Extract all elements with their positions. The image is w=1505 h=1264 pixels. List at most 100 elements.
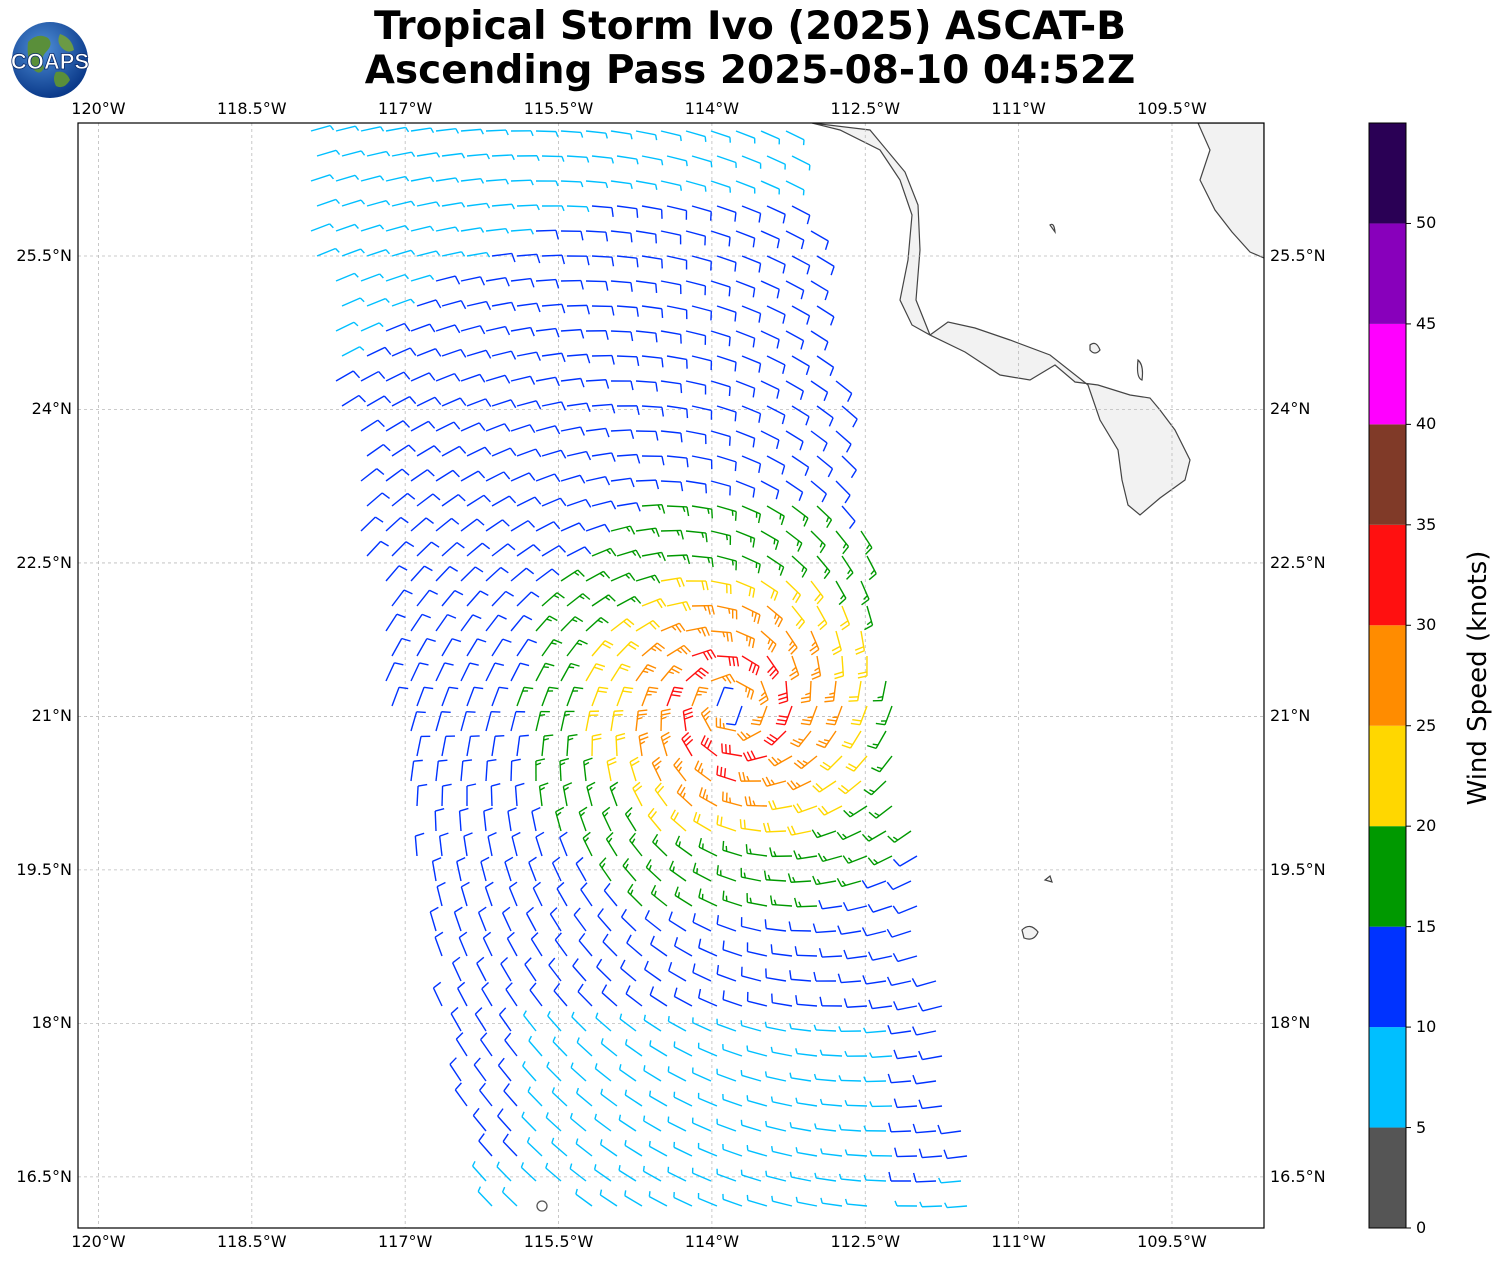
wind-barb — [485, 758, 497, 782]
wind-barb — [360, 468, 385, 482]
wind-barb — [625, 985, 643, 1007]
wind-barb — [416, 348, 442, 357]
lat-tick-left-5: 24°N — [31, 399, 72, 419]
wind-barb — [722, 1193, 743, 1207]
wind-barb — [616, 205, 639, 218]
wind-barb — [842, 855, 868, 864]
wind-barb — [652, 833, 668, 857]
wind-barb — [812, 875, 837, 886]
wind-barb — [566, 593, 591, 607]
wind-barb — [886, 928, 912, 938]
wind-barb — [310, 174, 335, 182]
wind-barb — [919, 1201, 943, 1208]
wind-barb — [770, 1046, 793, 1057]
lat-tick-left-1: 18°N — [31, 1013, 72, 1033]
wind-barb — [863, 780, 887, 796]
wind-barb — [816, 455, 834, 478]
chart-title: Tropical Storm Ivo (2025) ASCAT-B — [374, 4, 1126, 49]
wind-barb — [635, 180, 658, 190]
lon-tick-bottom-7: 109.5°W — [1137, 1232, 1207, 1251]
wind-barb — [635, 479, 660, 490]
wind-barb — [535, 831, 545, 857]
wind-barb — [410, 613, 431, 632]
lon-tick-top-4: 114°W — [684, 99, 740, 118]
wind-barb — [918, 1148, 943, 1159]
wind-barb — [746, 893, 768, 907]
wind-barb — [435, 421, 461, 432]
wind-barb — [610, 380, 634, 391]
wind-barb — [335, 125, 360, 132]
wind-barb — [848, 680, 862, 702]
wind-barb — [535, 130, 559, 137]
wind-barb — [466, 590, 489, 607]
wind-barb — [912, 1123, 937, 1134]
wind-barb — [569, 1112, 587, 1132]
wind-barb — [594, 1063, 612, 1082]
wind-barb — [435, 324, 461, 334]
wind-barb — [575, 1188, 593, 1207]
wind-barb — [541, 303, 566, 314]
wind-barb — [685, 230, 707, 246]
wind-barb — [697, 1142, 718, 1157]
wind-barb — [793, 850, 818, 860]
wind-barb — [525, 906, 537, 932]
wind-barb — [660, 577, 685, 588]
wind-barb — [310, 223, 334, 232]
wind-barb — [491, 252, 516, 263]
wind-barb — [638, 732, 649, 757]
wind-barb — [616, 405, 640, 416]
wind-barb — [591, 205, 614, 217]
wind-barb — [341, 150, 366, 157]
wind-barb — [760, 480, 780, 500]
wind-barb — [504, 856, 514, 882]
wind-barb — [810, 230, 829, 251]
wind-barb — [416, 735, 431, 757]
wind-barb — [551, 1137, 568, 1157]
wind-barb — [790, 730, 812, 748]
wind-barb — [551, 1087, 568, 1107]
wind-barb — [485, 325, 511, 336]
wind-barb — [441, 589, 464, 607]
wind-barb — [366, 346, 392, 357]
wind-barb — [850, 705, 868, 726]
wind-barb — [491, 686, 509, 707]
wind-barb — [535, 425, 561, 435]
wind-barb — [510, 758, 521, 782]
logo-text: COAPS — [11, 49, 89, 74]
wind-barb — [892, 905, 918, 915]
wind-barb — [416, 201, 441, 207]
wind-barb — [791, 555, 808, 578]
wind-barb — [791, 255, 811, 275]
wind-barb — [741, 305, 762, 323]
wind-barb — [524, 957, 537, 982]
island-2 — [1043, 874, 1053, 883]
wind-barb — [766, 405, 786, 425]
wind-barb — [834, 655, 845, 680]
wind-barb — [866, 555, 877, 581]
chart-subtitle: Ascending Pass 2025-08-10 04:52Z — [364, 48, 1136, 93]
colorbar-tick-6: 30 — [1416, 615, 1437, 635]
wind-barb — [610, 280, 633, 292]
wind-barb — [648, 1191, 668, 1207]
wind-barb — [698, 837, 718, 857]
wind-barb — [837, 925, 862, 935]
wind-barb — [560, 569, 585, 582]
wind-barb — [844, 1099, 868, 1107]
wind-barb — [838, 1173, 862, 1182]
wind-barb — [746, 1095, 768, 1107]
wind-barb — [491, 399, 517, 409]
wind-barb — [416, 152, 441, 158]
wind-barb — [458, 931, 468, 957]
wind-barb — [496, 1161, 512, 1182]
wind-barb — [316, 198, 340, 207]
wind-barb — [460, 614, 482, 632]
wind-barb — [670, 809, 687, 832]
wind-barb — [666, 155, 688, 167]
wind-barb — [616, 355, 640, 367]
wind-barb — [635, 330, 658, 343]
wind-barb — [648, 1140, 668, 1157]
wind-barb — [624, 1139, 643, 1157]
wind-barb — [669, 860, 687, 882]
wind-barb — [635, 664, 657, 682]
wind-barb — [716, 1168, 737, 1182]
